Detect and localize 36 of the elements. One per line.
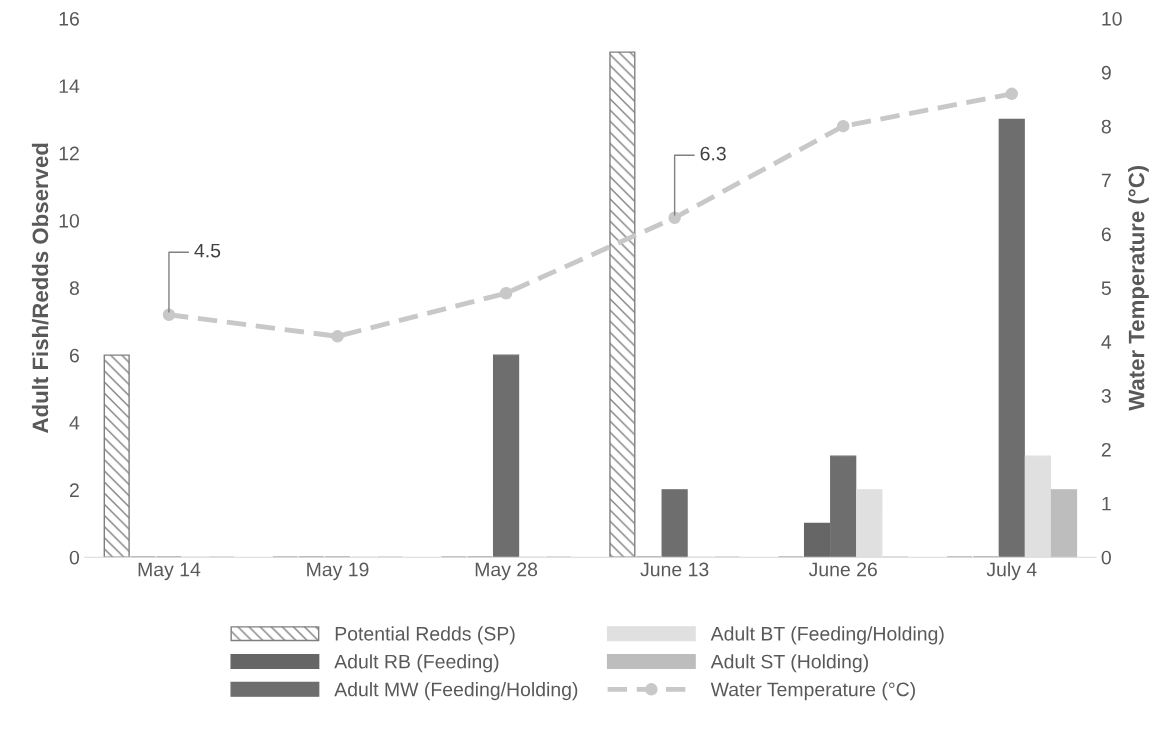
- y-tick-label: 4: [69, 416, 80, 430]
- x-tick-label: May 14: [138, 562, 201, 581]
- y2-tick-label: 2: [1101, 442, 1111, 457]
- y2-tick-label: 1: [1102, 496, 1111, 511]
- y2-tick-label: 8: [1101, 119, 1111, 134]
- y2-axis-title: Water Temperature (°C): [1128, 165, 1149, 411]
- y-axis-title: Adult Fish/Redds Observed: [31, 143, 49, 433]
- x-tick-label: June 13: [640, 562, 709, 577]
- y-tick-label: 2: [69, 483, 79, 497]
- legend-label: Adult RB (Feeding): [334, 654, 499, 673]
- y-tick-label: 0: [69, 550, 80, 565]
- y-tick-label: 10: [59, 213, 80, 228]
- y-tick-label: 14: [59, 79, 80, 93]
- y-tick-label: 6: [69, 348, 79, 363]
- y2-tick-label: 3: [1101, 389, 1111, 403]
- y-tick-label: 16: [59, 11, 79, 26]
- x-tick-label: June 26: [808, 562, 877, 577]
- legend-label: Water Temperature (°C): [710, 682, 915, 701]
- legend-label: Adult BT (Feeding/Holding): [710, 626, 944, 645]
- y2-tick-label: 10: [1102, 11, 1122, 26]
- y2-tick-label: 6: [1101, 227, 1111, 242]
- y2-tick-label: 9: [1101, 65, 1111, 80]
- y2-tick-label: 5: [1101, 281, 1111, 296]
- legend-label: Adult ST (Holding): [710, 654, 868, 673]
- x-tick-label: May 28: [475, 562, 538, 581]
- legend-label: Potential Redds (SP): [335, 626, 515, 645]
- x-tick-label: July 4: [986, 562, 1037, 581]
- y2-tick-label: 4: [1101, 335, 1112, 349]
- y-tick-label: 12: [59, 146, 79, 161]
- data-label: 6.3: [700, 146, 726, 161]
- y2-tick-label: 7: [1101, 173, 1111, 188]
- y2-tick-label: 0: [1101, 550, 1111, 565]
- legend-label: Adult MW (Feeding/Holding): [334, 682, 578, 701]
- y-tick-label: 8: [69, 281, 79, 296]
- data-label: 4.5: [194, 243, 221, 258]
- x-tick-label: May 19: [307, 562, 369, 581]
